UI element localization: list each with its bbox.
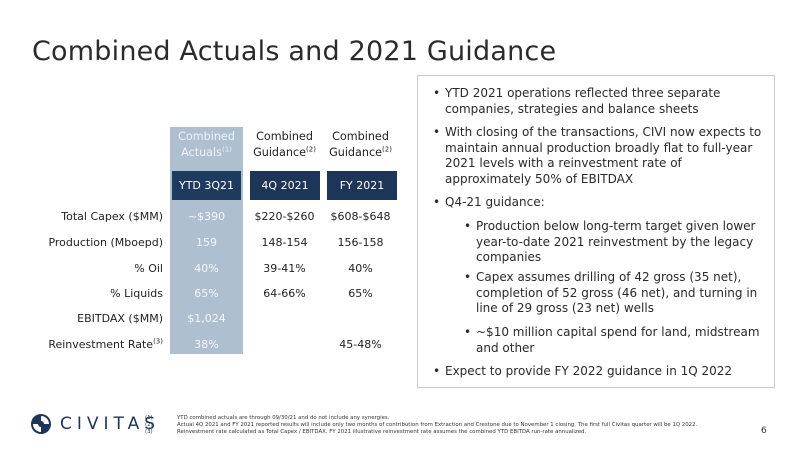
- footnote-1: (1) YTD combined actuals are through 09/3…: [145, 415, 390, 421]
- cell-fy-guidance: 40%: [348, 262, 373, 275]
- cell-4q-guidance: 64-66%: [263, 287, 306, 300]
- bullet-dot-icon: •: [433, 125, 441, 139]
- cell-4q-guidance: $220-$260: [254, 210, 315, 223]
- table-row-reinvestment-rate: Reinvestment Rate(3) 38% 45-48%: [0, 338, 410, 358]
- column-header-fy-guidance: Combined Guidance(2): [329, 130, 392, 159]
- cell-fy-guidance: $608-$648: [330, 210, 391, 223]
- footnote-3: (3) Reinvestment rate calculated as Total…: [145, 429, 587, 435]
- bullet-item: • Q4-21 guidance:: [433, 195, 545, 209]
- page-number: 6: [761, 426, 767, 436]
- bullet-item: • With closing of the transactions, CIVI …: [433, 125, 762, 186]
- row-label: Reinvestment Rate(3): [48, 337, 163, 351]
- cell-fy-guidance: 45-48%: [339, 338, 382, 351]
- sub-bullet-item: • ~$10 million capital spend for land, mi…: [464, 325, 760, 355]
- row-label: Total Capex ($MM): [61, 210, 163, 223]
- bullet-dot-icon: •: [433, 364, 441, 378]
- sub-bullet-item: • Capex assumes drilling of 42 gross (35 …: [464, 270, 758, 316]
- civitas-logo: CIVITAS: [30, 413, 160, 435]
- bullet-item: • YTD 2021 operations reflected three sep…: [433, 86, 721, 116]
- row-label: % Liquids: [110, 287, 163, 300]
- cell-actuals: 159: [196, 236, 217, 249]
- cell-actuals: 40%: [194, 262, 219, 275]
- bullet-dot-icon: •: [433, 195, 441, 209]
- actuals-column-highlight: [170, 127, 243, 354]
- civitas-mark-icon: [31, 414, 51, 434]
- column-header-actuals: Combined Actuals(1): [178, 130, 235, 159]
- period-header-ytd-3q21: YTD 3Q21: [172, 171, 241, 200]
- table-row-total-capex: Total Capex ($MM) ~$390 $220-$260 $608-$…: [0, 210, 410, 230]
- cell-actuals: $1,024: [187, 312, 226, 325]
- commentary-box: [417, 75, 775, 388]
- cell-fy-guidance: 65%: [348, 287, 373, 300]
- bullet-dot-icon: •: [464, 219, 472, 233]
- table-row-production: Production (Mboepd) 159 148-154 156-158: [0, 236, 410, 256]
- period-header-fy-2021: FY 2021: [327, 171, 397, 200]
- cell-fy-guidance: 156-158: [337, 236, 384, 249]
- sub-bullet-item: • Production below long-term target given…: [464, 219, 756, 265]
- bullet-dot-icon: •: [464, 270, 472, 284]
- row-label: Production (Mboepd): [48, 236, 163, 249]
- cell-actuals: ~$390: [187, 210, 226, 223]
- table-row-oil: % Oil 40% 39-41% 40%: [0, 262, 410, 282]
- table-row-ebitdax: EBITDAX ($MM) $1,024: [0, 312, 410, 332]
- cell-4q-guidance: 148-154: [261, 236, 308, 249]
- footnote-2: (2) Actual 4Q 2021 and FY 2021 reported r…: [145, 422, 698, 428]
- row-label: EBITDAX ($MM): [77, 312, 163, 325]
- bullet-item: • Expect to provide FY 2022 guidance in 1…: [433, 364, 733, 378]
- column-header-4q-guidance: Combined Guidance(2): [253, 130, 316, 159]
- bullet-dot-icon: •: [464, 325, 472, 339]
- cell-actuals: 38%: [194, 338, 219, 351]
- page-title: Combined Actuals and 2021 Guidance: [32, 36, 557, 67]
- table-row-liquids: % Liquids 65% 64-66% 65%: [0, 287, 410, 307]
- bullet-dot-icon: •: [433, 86, 441, 100]
- row-label: % Oil: [134, 262, 163, 275]
- cell-4q-guidance: 39-41%: [263, 262, 306, 275]
- period-header-4q-2021: 4Q 2021: [250, 171, 320, 200]
- cell-actuals: 65%: [194, 287, 219, 300]
